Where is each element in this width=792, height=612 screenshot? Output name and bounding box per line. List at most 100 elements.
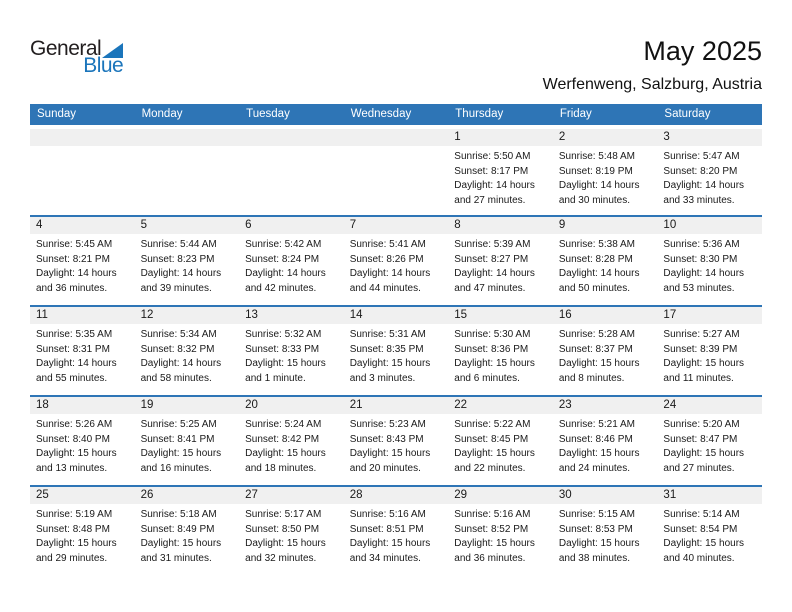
sunrise-text: Sunrise: 5:19 AM: [36, 509, 113, 520]
sunrise-text: Sunrise: 5:27 AM: [663, 329, 740, 340]
day-info: Sunrise: 5:15 AM Sunset: 8:53 PM Daylight:…: [553, 504, 658, 566]
day-number: 11: [36, 309, 48, 321]
weekday-header-tuesday: Tuesday: [246, 108, 290, 120]
week-row: 11 Sunrise: 5:35 AM Sunset: 8:31 PM Dayligh…: [30, 305, 762, 395]
day-number-strip: 5: [134, 217, 240, 234]
daylight-text: Daylight: 14 hours and 58 minutes.: [140, 358, 222, 384]
day-number-strip: 23: [552, 397, 658, 414]
sunset-text: Sunset: 8:46 PM: [558, 433, 633, 445]
calendar-table: Sunday Monday Tuesday Wednesday Thursday…: [30, 104, 762, 575]
daylight-text: Daylight: 15 hours and 34 minutes.: [349, 538, 431, 564]
daylight-text: Daylight: 15 hours and 36 minutes.: [454, 538, 535, 564]
daylight-text: Daylight: 15 hours and 40 minutes.: [663, 538, 745, 564]
day-cell: 3 Sunrise: 5:47 AM Sunset: 8:20 PM Daylight…: [657, 129, 762, 215]
sunset-text: Sunset: 8:20 PM: [663, 165, 738, 177]
day-number-strip: [343, 129, 449, 146]
sunrise-text: Sunrise: 5:44 AM: [140, 239, 217, 250]
day-info: Sunrise: 5:50 AM Sunset: 8:17 PM Daylight:…: [448, 146, 553, 208]
sunrise-text: Sunrise: 5:21 AM: [558, 419, 635, 430]
day-number: 19: [140, 399, 154, 411]
daylight-text: Daylight: 15 hours and 1 minute.: [245, 358, 326, 384]
daylight-text: Daylight: 15 hours and 27 minutes.: [663, 448, 745, 474]
daylight-text: Daylight: 15 hours and 16 minutes.: [140, 448, 222, 474]
day-number: 10: [663, 219, 677, 231]
day-number: 7: [349, 219, 357, 231]
day-info: Sunrise: 5:38 AM Sunset: 8:28 PM Daylight:…: [553, 234, 658, 296]
day-number: 20: [245, 399, 258, 411]
week-row: 4 Sunrise: 5:45 AM Sunset: 8:21 PM Daylight…: [30, 215, 762, 305]
weekday-header-thursday: Thursday: [455, 108, 504, 120]
day-number-strip: 3: [657, 129, 762, 146]
day-cell: 18 Sunrise: 5:26 AM Sunset: 8:40 PM Dayligh…: [30, 397, 135, 485]
day-number-strip: 4: [30, 217, 135, 234]
daylight-text: Daylight: 15 hours and 31 minutes.: [140, 538, 222, 564]
day-cell: 28 Sunrise: 5:16 AM Sunset: 8:51 PM Dayligh…: [343, 487, 449, 575]
sunset-text: Sunset: 8:28 PM: [558, 253, 633, 265]
day-info: Sunrise: 5:18 AM Sunset: 8:49 PM Daylight:…: [135, 504, 240, 566]
sunset-text: Sunset: 8:27 PM: [454, 253, 529, 265]
sunset-text: Sunset: 8:32 PM: [140, 343, 215, 355]
day-cell: 1 Sunrise: 5:50 AM Sunset: 8:17 PM Daylight…: [448, 129, 553, 215]
day-number-strip: 27: [239, 487, 344, 504]
sunset-text: Sunset: 8:45 PM: [454, 433, 529, 445]
daylight-text: Daylight: 14 hours and 44 minutes.: [349, 268, 431, 294]
day-cell: 23 Sunrise: 5:21 AM Sunset: 8:46 PM Dayligh…: [552, 397, 658, 485]
day-number-strip: 13: [239, 307, 344, 324]
day-cell-empty: [134, 129, 240, 215]
day-info: Sunrise: 5:34 AM Sunset: 8:32 PM Daylight:…: [135, 324, 240, 386]
sunrise-text: Sunrise: 5:16 AM: [349, 509, 426, 520]
day-cell: 15 Sunrise: 5:30 AM Sunset: 8:36 PM Dayligh…: [448, 307, 553, 395]
daylight-text: Daylight: 15 hours and 8 minutes.: [558, 358, 640, 384]
day-number: 15: [454, 309, 468, 321]
day-number: 8: [454, 219, 461, 231]
sunrise-text: Sunrise: 5:32 AM: [245, 329, 322, 340]
logo-triangle-icon: [102, 43, 124, 58]
sunrise-text: Sunrise: 5:16 AM: [454, 509, 531, 520]
sunset-text: Sunset: 8:21 PM: [36, 253, 110, 265]
daylight-text: Daylight: 15 hours and 11 minutes.: [663, 358, 745, 384]
day-cell: 21 Sunrise: 5:23 AM Sunset: 8:43 PM Dayligh…: [343, 397, 449, 485]
day-number-strip: [239, 129, 344, 146]
day-cell: 9 Sunrise: 5:38 AM Sunset: 8:28 PM Daylight…: [552, 217, 658, 305]
calendar-grid: 1 Sunrise: 5:50 AM Sunset: 8:17 PM Daylight…: [30, 125, 762, 575]
sunset-text: Sunset: 8:51 PM: [349, 523, 424, 535]
sunrise-text: Sunrise: 5:31 AM: [349, 329, 426, 340]
day-number: 13: [245, 309, 258, 321]
daylight-text: Daylight: 14 hours and 47 minutes.: [454, 268, 535, 294]
day-info: Sunrise: 5:36 AM Sunset: 8:30 PM Daylight:…: [657, 234, 762, 296]
daylight-text: Daylight: 14 hours and 53 minutes.: [663, 268, 745, 294]
day-number-strip: 18: [30, 397, 135, 414]
day-info: Sunrise: 5:26 AM Sunset: 8:40 PM Daylight:…: [30, 414, 135, 476]
week-row: 25 Sunrise: 5:19 AM Sunset: 8:48 PM Dayligh…: [30, 485, 762, 575]
day-number: 3: [663, 131, 670, 143]
week-row: 1 Sunrise: 5:50 AM Sunset: 8:17 PM Daylight…: [30, 125, 762, 215]
day-info: Sunrise: 5:32 AM Sunset: 8:33 PM Daylight:…: [239, 324, 344, 386]
sunrise-text: Sunrise: 5:18 AM: [140, 509, 217, 520]
daylight-text: Daylight: 15 hours and 20 minutes.: [349, 448, 431, 474]
sunrise-text: Sunrise: 5:47 AM: [663, 151, 740, 162]
day-number-strip: 28: [343, 487, 449, 504]
sunset-text: Sunset: 8:47 PM: [663, 433, 738, 445]
sunset-text: Sunset: 8:37 PM: [558, 343, 633, 355]
day-number: 26: [140, 489, 154, 501]
day-number-strip: 17: [657, 307, 762, 324]
day-cell: 24 Sunrise: 5:20 AM Sunset: 8:47 PM Dayligh…: [657, 397, 762, 485]
sunrise-text: Sunrise: 5:48 AM: [558, 151, 635, 162]
sunset-text: Sunset: 8:36 PM: [454, 343, 529, 355]
day-info: Sunrise: 5:20 AM Sunset: 8:47 PM Daylight:…: [657, 414, 762, 476]
daylight-text: Daylight: 15 hours and 24 minutes.: [558, 448, 640, 474]
sunrise-text: Sunrise: 5:24 AM: [245, 419, 322, 430]
day-number-strip: 9: [552, 217, 658, 234]
sunrise-text: Sunrise: 5:17 AM: [245, 509, 322, 520]
daylight-text: Daylight: 14 hours and 33 minutes.: [663, 180, 745, 206]
daylight-text: Daylight: 15 hours and 18 minutes.: [245, 448, 326, 474]
sunrise-text: Sunrise: 5:15 AM: [558, 509, 635, 520]
day-number-strip: 11: [30, 307, 135, 324]
day-cell: 31 Sunrise: 5:14 AM Sunset: 8:54 PM Dayligh…: [657, 487, 762, 575]
day-info: Sunrise: 5:31 AM Sunset: 8:35 PM Daylight:…: [344, 324, 449, 386]
day-info: Sunrise: 5:23 AM Sunset: 8:43 PM Daylight:…: [344, 414, 449, 476]
sunset-text: Sunset: 8:39 PM: [663, 343, 738, 355]
sunrise-text: Sunrise: 5:20 AM: [663, 419, 740, 430]
day-cell: 10 Sunrise: 5:36 AM Sunset: 8:30 PM Dayligh…: [657, 217, 762, 305]
